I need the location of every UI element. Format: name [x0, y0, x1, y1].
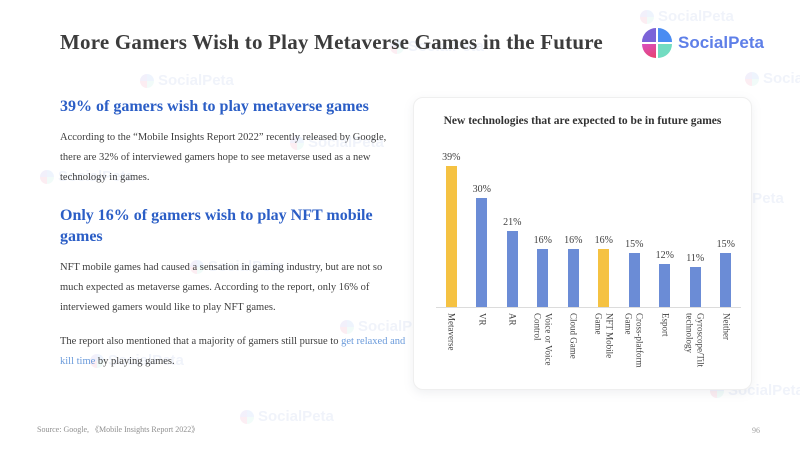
note-suffix: by playing games.: [95, 356, 175, 367]
x-axis-label: Esport: [660, 313, 670, 337]
bar: [628, 252, 640, 307]
socialpeta-logo-icon: [642, 28, 672, 58]
x-axis-label-slot: Voice or Voice Control: [528, 310, 559, 388]
x-axis-label: AR: [507, 313, 518, 326]
watermark-logo-icon: [140, 73, 154, 88]
bar-column: 39%: [436, 143, 467, 307]
bar-value-label: 16%: [533, 235, 552, 247]
x-axis-label: Cloud Game: [568, 313, 579, 359]
bar-column: 15%: [711, 143, 742, 307]
x-axis-label: Metaverse: [446, 313, 457, 351]
bar: [506, 231, 518, 307]
section-note: The report also mentioned that a majorit…: [60, 332, 408, 372]
bar-value-label: 12%: [655, 249, 674, 261]
chart-title: New technologies that are expected to be…: [443, 115, 722, 127]
logo-quadrant-bottom-right: [658, 44, 672, 58]
bar-value-label: 21%: [503, 217, 522, 228]
logo-quadrant-top-right: [658, 28, 672, 42]
watermark-text: SocialPeta: [763, 70, 800, 87]
x-axis-label: VR: [477, 313, 487, 326]
brand-watermark: SocialPeta: [745, 70, 800, 87]
watermark-logo-icon: [40, 169, 54, 184]
x-axis-label-slot: Cloud Game: [558, 310, 589, 388]
watermark-logo-icon: [240, 409, 254, 424]
x-axis-label-slot: AR: [497, 310, 528, 388]
bar-column: 11%: [680, 143, 711, 307]
x-axis-label: Cross-platform Game: [624, 313, 645, 368]
chart-plot-area: 39% 30% 21% 16% 16% 16% 15% 12% 11% 15%: [436, 143, 741, 308]
chart-card: New technologies that are expected to be…: [413, 97, 752, 390]
bar-column: 21%: [497, 143, 528, 307]
watermark-logo-icon: [745, 71, 759, 86]
section-body-nft: NFT mobile games had caused a sensation …: [60, 262, 383, 313]
bar-column: 15%: [619, 143, 650, 307]
text-column: 39% of gamers wish to play metaverse gam…: [60, 96, 408, 372]
bar-value-label: 16%: [564, 235, 583, 247]
x-axis-label-slot: Neither: [711, 310, 742, 388]
source-citation: Source: Google, 《Mobile Insights Report …: [37, 425, 200, 434]
bar-value-label: 39%: [442, 151, 461, 163]
x-axis-label-slot: Esport: [650, 310, 681, 388]
bar-column: 12%: [650, 143, 681, 307]
bar: [537, 249, 549, 307]
bar: [445, 165, 457, 307]
bar-column: 16%: [558, 143, 589, 307]
x-axis-label-slot: Gyroscope/Tilt technology: [680, 310, 711, 388]
brand-name: SocialPeta: [678, 33, 764, 52]
x-axis-label-slot: Metaverse: [436, 310, 467, 388]
brand-logo: SocialPeta: [642, 28, 764, 58]
bar-column: 16%: [528, 143, 559, 307]
x-axis-label-slot: Cross-platform Game: [619, 310, 650, 388]
watermark-text: SocialPeta: [658, 8, 734, 25]
bar-value-label: 15%: [716, 238, 735, 250]
watermark-text: SocialPeta: [158, 72, 234, 89]
brand-watermark: SocialPeta: [640, 8, 734, 25]
x-axis-label: Voice or Voice Control: [532, 313, 554, 366]
page-number: 96: [752, 426, 760, 435]
x-axis-label: NFT Mobile Game: [593, 313, 615, 359]
bar: [598, 249, 610, 307]
x-axis-label-slot: VR: [467, 310, 498, 388]
slide-title: More Gamers Wish to Play Metaverse Games…: [60, 30, 603, 54]
bar: [689, 267, 701, 307]
bar-value-label: 15%: [625, 238, 644, 250]
logo-quadrant-bottom-left: [642, 44, 656, 58]
note-link[interactable]: get relaxed and kill time: [60, 336, 406, 367]
bar-value-label: 16%: [594, 235, 613, 247]
bar: [659, 263, 671, 307]
bar: [720, 252, 732, 307]
brand-watermark: SocialPeta: [140, 72, 234, 89]
bar: [476, 198, 488, 307]
section-body-metaverse: According to the “Mobile Insights Report…: [60, 132, 387, 183]
x-axis-label: Neither: [721, 313, 731, 340]
logo-quadrant-top-left: [642, 28, 656, 42]
bar-value-label: 30%: [472, 184, 491, 196]
x-axis-label-slot: NFT Mobile Game: [589, 310, 620, 388]
x-axis-label: Gyroscope/Tilt technology: [685, 313, 706, 368]
note-prefix: The report also mentioned that a majorit…: [60, 336, 342, 347]
bar-column: 16%: [589, 143, 620, 307]
brand-watermark: SocialPeta: [240, 408, 334, 425]
watermark-logo-icon: [640, 9, 654, 24]
chart-x-axis-labels: Metaverse VR AR Voice or Voice Control Cloud…: [436, 310, 741, 388]
section-heading-metaverse: 39% of gamers wish to play metaverse gam…: [60, 98, 369, 115]
section-heading-nft: Only 16% of gamers wish to play NFT mobi…: [60, 207, 373, 245]
bar-value-label: 11%: [686, 253, 705, 265]
bar-column: 30%: [467, 143, 498, 307]
bar: [567, 249, 579, 307]
watermark-text: SocialPeta: [258, 408, 334, 425]
